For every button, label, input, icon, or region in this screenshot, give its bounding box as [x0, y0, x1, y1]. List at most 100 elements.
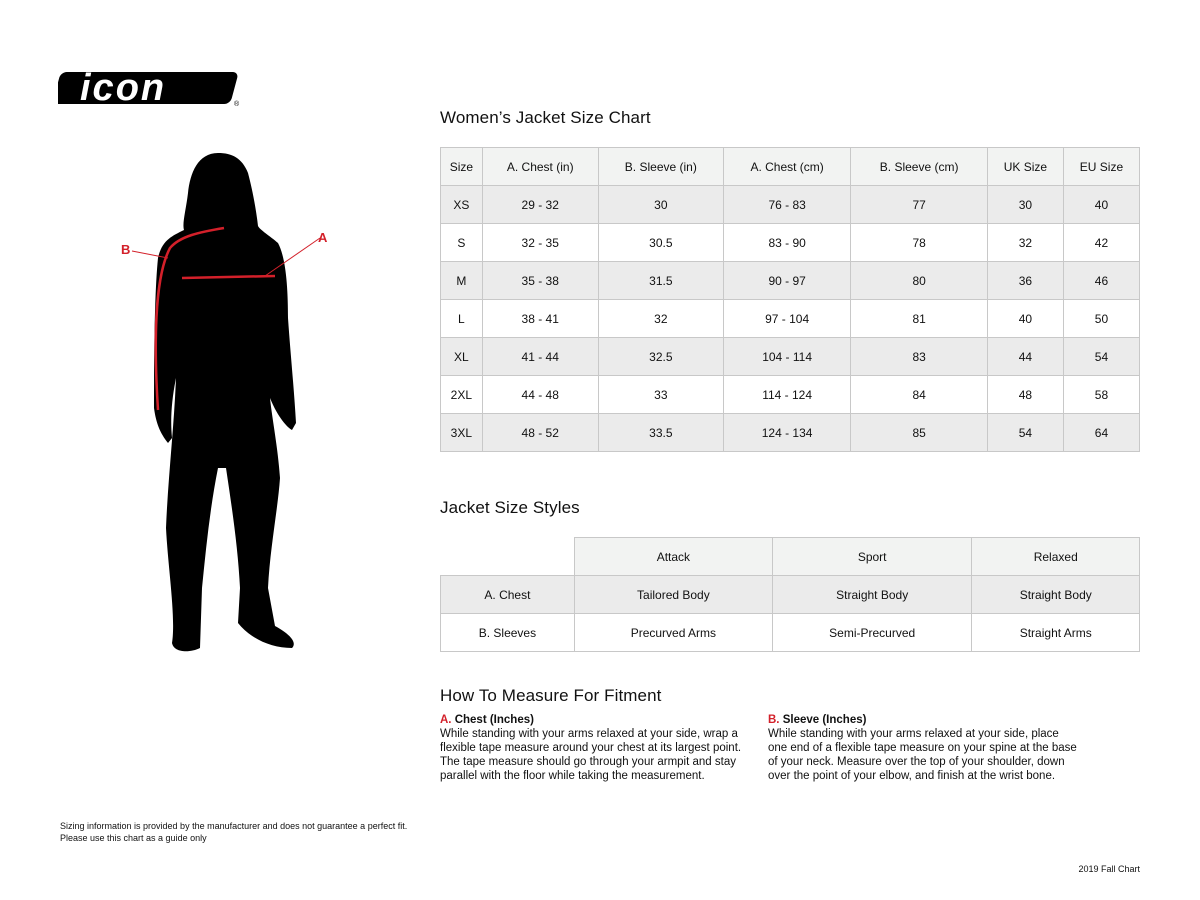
disclaimer-line-1: Sizing information is provided by the ma… — [60, 821, 408, 831]
table-cell: 54 — [986, 413, 1064, 452]
table-cell: 33 — [597, 375, 724, 414]
table-cell: 3XL — [440, 413, 483, 452]
table-cell: 33.5 — [597, 413, 724, 452]
table-row: S 32 - 35 30.5 83 - 90 78 32 42 — [440, 223, 1141, 262]
table-row: A. Chest Tailored Body Straight Body Straig… — [440, 575, 1140, 614]
disclaimer: Sizing information is provided by the ma… — [60, 820, 407, 844]
table-cell: 114 - 124 — [722, 375, 852, 414]
table-cell: 83 — [850, 337, 988, 376]
table-row: XL 41 - 44 32.5 104 - 114 83 44 54 — [440, 337, 1141, 376]
table-cell: Precurved Arms — [573, 613, 773, 652]
table-cell: B. Sleeve (in) — [597, 147, 724, 186]
chest-instructions: A. Chest (Inches) While standing with yo… — [440, 713, 750, 783]
size-chart-title: Women’s Jacket Size Chart — [440, 108, 651, 127]
table-cell — [440, 537, 575, 576]
table-cell: XS — [440, 185, 483, 224]
table-cell: 77 — [850, 185, 988, 224]
table-cell: 44 — [986, 337, 1064, 376]
table-cell: Straight Body — [771, 575, 973, 614]
table-cell: A. Chest (cm) — [722, 147, 852, 186]
sleeve-heading: Sleeve (Inches) — [782, 714, 867, 726]
table-cell: 48 — [986, 375, 1064, 414]
table-cell: B. Sleeves — [440, 613, 575, 652]
table-cell: 84 — [850, 375, 988, 414]
measure-title: How To Measure For Fitment — [440, 686, 662, 705]
table-cell: Sport — [771, 537, 973, 576]
table-cell: 48 - 52 — [481, 413, 599, 452]
table-cell: L — [440, 299, 483, 338]
table-cell: S — [440, 223, 483, 262]
table-cell: UK Size — [986, 147, 1064, 186]
table-cell: 78 — [850, 223, 988, 262]
table-cell: 90 - 97 — [722, 261, 852, 300]
styles-table: Attack Sport Relaxed A. Chest Tailored Body S… — [440, 537, 1140, 652]
table-cell: 30.5 — [597, 223, 724, 262]
table-cell: 32 — [597, 299, 724, 338]
header-row: Size A. Chest (in) B. Sleeve (in) A. Chest … — [440, 147, 1141, 186]
svg-text:icon: icon — [80, 67, 166, 109]
table-row: XS 29 - 32 30 76 - 83 77 30 40 — [440, 185, 1141, 224]
table-cell: 58 — [1062, 375, 1141, 414]
table-cell: 97 - 104 — [722, 299, 852, 338]
table-cell: 38 - 41 — [481, 299, 599, 338]
svg-text:®: ® — [234, 100, 240, 108]
disclaimer-line-2: Please use this chart as a guide only — [60, 833, 207, 843]
table-cell: 83 - 90 — [722, 223, 852, 262]
table-cell: 85 — [850, 413, 988, 452]
table-cell: 31.5 — [597, 261, 724, 300]
size-chart-table: Size A. Chest (in) B. Sleeve (in) A. Chest … — [440, 147, 1141, 452]
styles-title: Jacket Size Styles — [440, 498, 580, 517]
header-row: Attack Sport Relaxed — [440, 537, 1140, 576]
table-cell: Semi-Precurved — [771, 613, 973, 652]
table-cell: A. Chest (in) — [481, 147, 599, 186]
table-cell: 35 - 38 — [481, 261, 599, 300]
table-cell: Relaxed — [971, 537, 1140, 576]
table-cell: 40 — [1062, 185, 1141, 224]
chest-heading: Chest (Inches) — [454, 714, 534, 726]
woman-silhouette — [131, 153, 321, 652]
table-cell: 32.5 — [597, 337, 724, 376]
table-row: B. Sleeves Precurved Arms Semi-Precurved St… — [440, 613, 1140, 652]
table-cell: Straight Body — [971, 575, 1140, 614]
table-cell: 46 — [1062, 261, 1141, 300]
table-cell: 32 — [986, 223, 1064, 262]
table-cell: 44 - 48 — [481, 375, 599, 414]
chest-prefix: A. — [440, 714, 452, 726]
table-cell: 104 - 114 — [722, 337, 852, 376]
table-cell: 54 — [1062, 337, 1141, 376]
table-row: L 38 - 41 32 97 - 104 81 40 50 — [440, 299, 1141, 338]
table-cell: 30 — [986, 185, 1064, 224]
edition-label: 2019 Fall Chart — [1078, 864, 1140, 874]
table-cell: 32 - 35 — [481, 223, 599, 262]
chest-body: While standing with your arms relaxed at… — [440, 728, 742, 782]
table-cell: Straight Arms — [971, 613, 1140, 652]
table-row: 2XL 44 - 48 33 114 - 124 84 48 58 — [440, 375, 1141, 414]
table-cell: 76 - 83 — [722, 185, 852, 224]
table-cell: Attack — [573, 537, 773, 576]
table-cell: 40 — [986, 299, 1064, 338]
table-cell: 124 - 134 — [722, 413, 852, 452]
table-cell: M — [440, 261, 483, 300]
icon-logo: icon ® — [58, 67, 240, 109]
table-cell: EU Size — [1062, 147, 1141, 186]
table-cell: 30 — [597, 185, 724, 224]
sleeve-instructions: B. Sleeve (Inches) While standing with y… — [768, 713, 1078, 783]
table-cell: XL — [440, 337, 483, 376]
label-b: B — [121, 242, 131, 257]
table-cell: 2XL — [440, 375, 483, 414]
table-row: M 35 - 38 31.5 90 - 97 80 36 46 — [440, 261, 1141, 300]
table-cell: 42 — [1062, 223, 1141, 262]
sleeve-body: While standing with your arms relaxed at… — [768, 728, 1077, 782]
table-cell: 29 - 32 — [481, 185, 599, 224]
table-row: 3XL 48 - 52 33.5 124 - 134 85 54 64 — [440, 413, 1141, 452]
table-cell: 41 - 44 — [481, 337, 599, 376]
table-cell: B. Sleeve (cm) — [850, 147, 988, 186]
table-cell: 81 — [850, 299, 988, 338]
table-cell: Size — [440, 147, 483, 186]
table-cell: A. Chest — [440, 575, 575, 614]
table-cell: 50 — [1062, 299, 1141, 338]
table-cell: Tailored Body — [573, 575, 773, 614]
table-cell: 36 — [986, 261, 1064, 300]
sleeve-prefix: B. — [768, 714, 780, 726]
